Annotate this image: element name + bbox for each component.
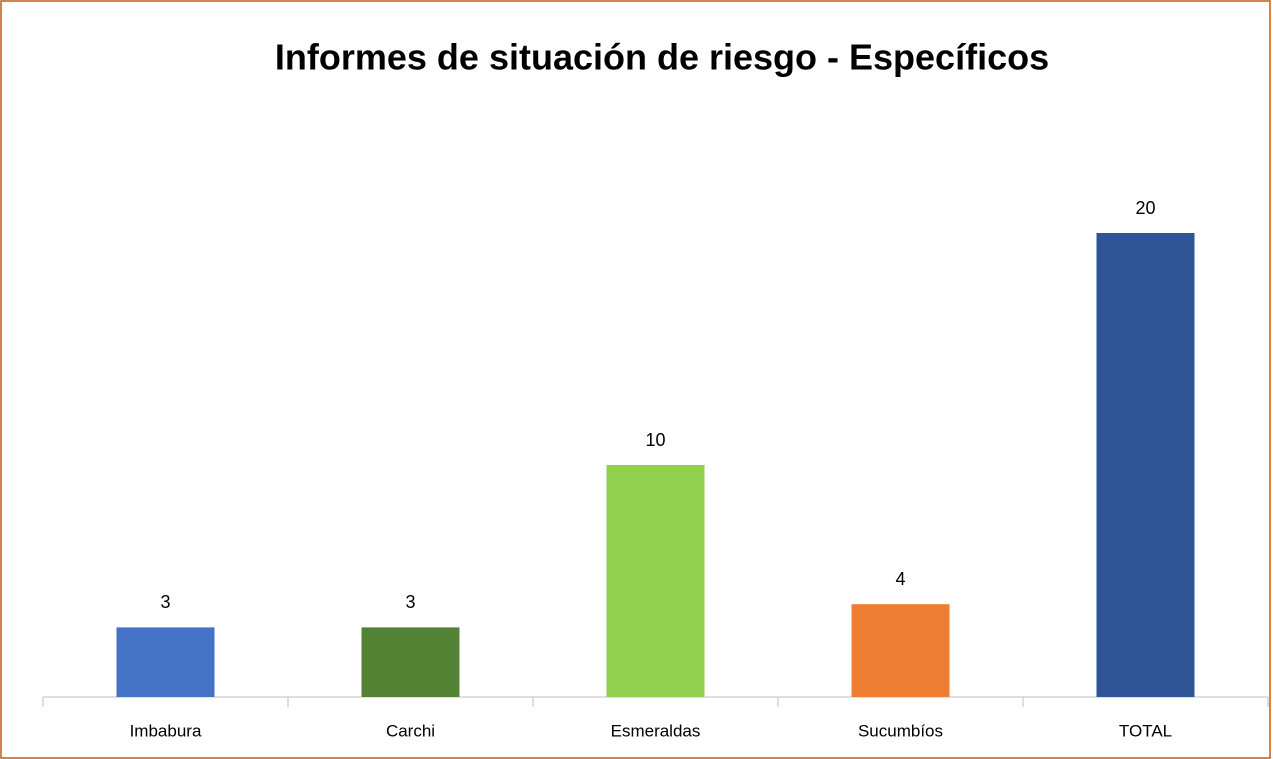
bar — [116, 627, 215, 697]
x-tick-label: Esmeraldas — [611, 721, 701, 740]
value-label: 4 — [895, 569, 905, 589]
value-label: 10 — [645, 430, 665, 450]
bar — [361, 627, 460, 697]
x-tick-label: Sucumbíos — [858, 721, 943, 740]
x-tick-label: TOTAL — [1119, 721, 1172, 740]
x-tick-label: Imbabura — [130, 721, 202, 740]
chart-title: Informes de situación de riesgo - Especí… — [275, 37, 1049, 78]
bar — [851, 604, 950, 697]
x-tick-label: Carchi — [386, 721, 435, 740]
value-label: 3 — [405, 592, 415, 612]
value-label: 20 — [1135, 198, 1155, 218]
value-label: 3 — [160, 592, 170, 612]
bar — [606, 465, 705, 697]
bar — [1096, 233, 1195, 697]
